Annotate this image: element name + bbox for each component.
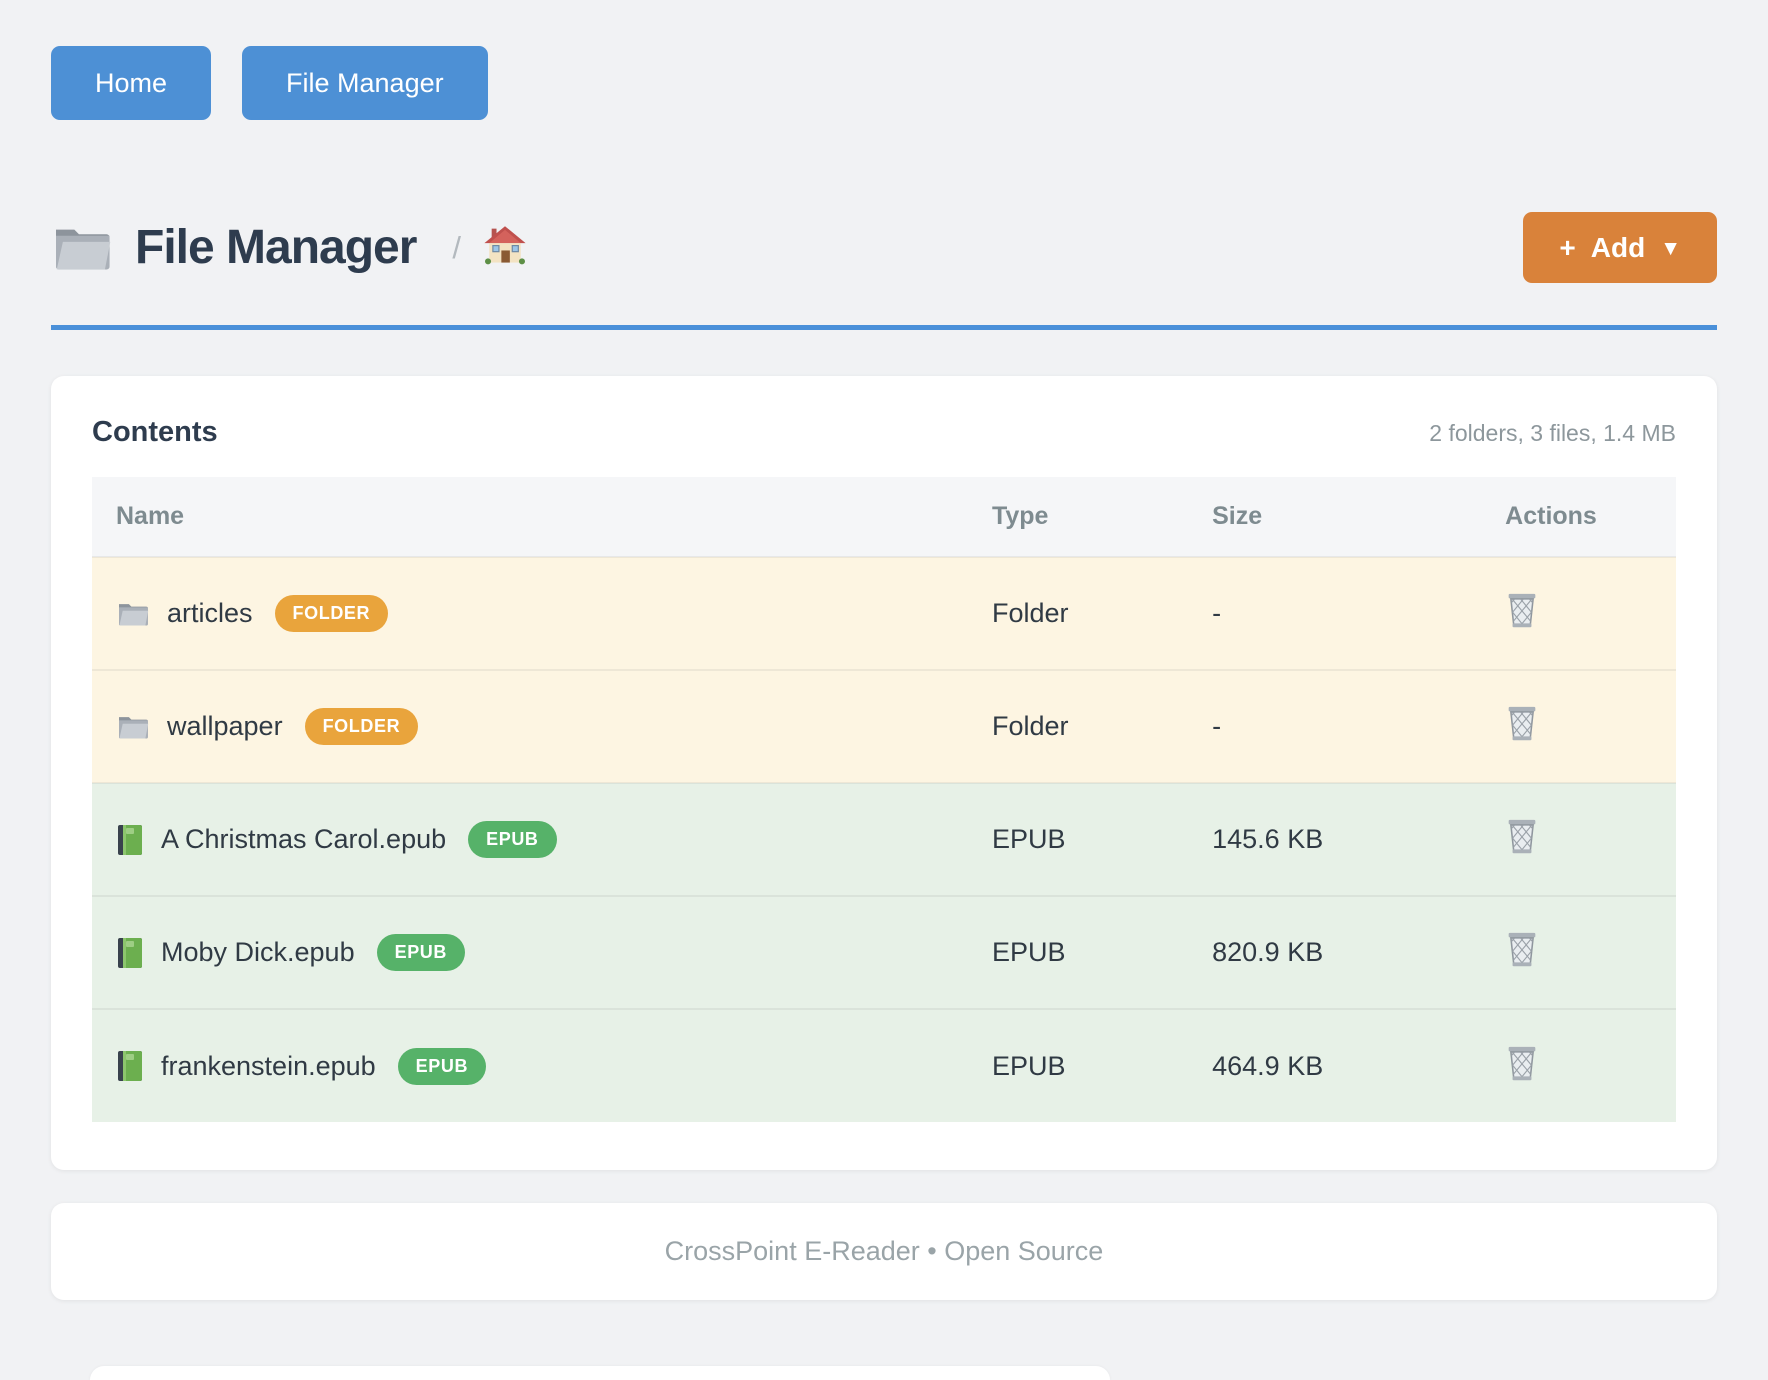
type-badge: EPUB: [468, 821, 557, 858]
entry-link[interactable]: A Christmas Carol.epub EPUB: [116, 821, 944, 858]
folder-icon: [51, 222, 113, 274]
size-cell: -: [1188, 669, 1482, 783]
top-nav: Home File Manager: [51, 46, 1717, 120]
table-row: wallpaper FOLDER Folder -: [92, 669, 1676, 783]
breadcrumb-root-link[interactable]: [483, 225, 527, 270]
entry-link[interactable]: wallpaper FOLDER: [116, 708, 944, 745]
footer-card: CrossPoint E-Reader • Open Source: [51, 1203, 1717, 1300]
column-header-name: Name: [92, 477, 968, 557]
folder-icon: [116, 713, 150, 741]
delete-button[interactable]: [1505, 929, 1539, 972]
entry-name: A Christmas Carol.epub: [161, 824, 447, 854]
footer-text: CrossPoint E-Reader • Open Source: [664, 1236, 1104, 1266]
delete-button[interactable]: [1505, 703, 1539, 746]
nav-home-button[interactable]: Home: [51, 46, 212, 120]
entry-name: Moby Dick.epub: [161, 937, 355, 967]
table-row: Moby Dick.epub EPUB EPUB 820.9 KB: [92, 895, 1676, 1009]
type-badge: FOLDER: [304, 708, 419, 745]
partial-next-card: [90, 1366, 1110, 1380]
plus-icon: +: [1559, 231, 1576, 263]
contents-card: Contents 2 folders, 3 files, 1.4 MB Name…: [51, 376, 1717, 1170]
type-cell: Folder: [967, 669, 1189, 783]
page-title: File Manager: [135, 221, 417, 274]
contents-summary: 2 folders, 3 files, 1.4 MB: [1429, 420, 1676, 446]
green-book-icon: [116, 1050, 144, 1082]
entry-name: frankenstein.epub: [161, 1050, 376, 1081]
delete-button[interactable]: [1505, 590, 1539, 633]
add-button[interactable]: + Add ▼: [1523, 212, 1717, 283]
type-cell: EPUB: [967, 1008, 1189, 1122]
contents-title: Contents: [92, 416, 218, 448]
files-table: Name Type Size Actions: [92, 477, 1676, 1122]
entry-link[interactable]: frankenstein.epub EPUB: [116, 1047, 944, 1085]
column-header-size: Size: [1188, 477, 1482, 557]
trash-icon: [1505, 929, 1539, 972]
folder-icon: [116, 600, 150, 628]
trash-icon: [1505, 816, 1539, 859]
table-header-row: Name Type Size Actions: [92, 477, 1676, 557]
nav-file-manager-button[interactable]: File Manager: [242, 46, 488, 120]
breadcrumb-separator: /: [452, 229, 462, 265]
header-divider: [51, 325, 1717, 330]
entry-name: wallpaper: [167, 711, 283, 741]
type-badge: EPUB: [376, 934, 466, 971]
table-row: A Christmas Carol.epub EPUB EPUB 145.6 K…: [92, 782, 1676, 896]
size-cell: 464.9 KB: [1188, 1008, 1482, 1122]
column-header-actions: Actions: [1481, 477, 1676, 557]
page: Home File Manager File Manager /: [51, 46, 1717, 1300]
entry-link[interactable]: Moby Dick.epub EPUB: [116, 934, 944, 971]
size-cell: -: [1188, 556, 1482, 670]
contents-card-header: Contents 2 folders, 3 files, 1.4 MB: [92, 416, 1676, 449]
type-badge: EPUB: [397, 1047, 487, 1085]
table-row: frankenstein.epub EPUB EPUB 464.9 KB: [92, 1008, 1676, 1122]
entry-name: articles: [167, 598, 253, 628]
caret-down-icon: ▼: [1660, 236, 1681, 260]
title-group: File Manager /: [51, 220, 527, 275]
page-header: File Manager /: [51, 212, 1717, 283]
type-cell: Folder: [967, 556, 1189, 670]
trash-icon: [1505, 703, 1539, 746]
green-book-icon: [116, 824, 144, 856]
entry-link[interactable]: articles FOLDER: [116, 595, 944, 632]
size-cell: 145.6 KB: [1188, 782, 1482, 896]
green-book-icon: [116, 937, 144, 969]
add-button-label: Add: [1590, 231, 1646, 263]
size-cell: 820.9 KB: [1188, 895, 1482, 1009]
trash-icon: [1505, 590, 1539, 633]
table-row: articles FOLDER Folder -: [92, 556, 1676, 670]
type-cell: EPUB: [967, 782, 1189, 896]
column-header-type: Type: [967, 477, 1189, 557]
home-icon: [483, 225, 527, 270]
trash-icon: [1505, 1043, 1539, 1086]
delete-button[interactable]: [1505, 816, 1539, 859]
delete-button[interactable]: [1505, 1043, 1539, 1086]
type-cell: EPUB: [967, 895, 1189, 1009]
type-badge: FOLDER: [274, 595, 389, 632]
